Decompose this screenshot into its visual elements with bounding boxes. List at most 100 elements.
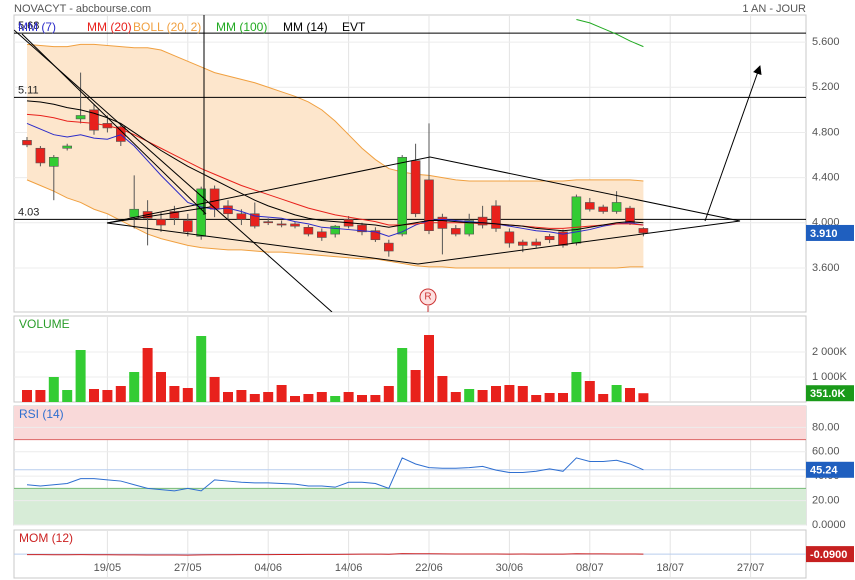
legend-entry: MM (20) <box>87 20 132 34</box>
legend-entry: MM (100) <box>216 20 267 34</box>
legend-entry: MM (14) <box>283 20 328 34</box>
candle-body <box>183 220 193 233</box>
candle-body <box>290 223 300 227</box>
candle-body <box>276 223 287 226</box>
volume-bar <box>424 335 434 402</box>
bollinger-area <box>27 44 644 268</box>
y-tick-label: 1 000K <box>812 371 848 383</box>
x-tick-label: 30/06 <box>496 562 524 574</box>
volume-bar <box>531 395 542 402</box>
volume-bar <box>464 389 475 402</box>
volume-bar <box>571 372 582 402</box>
candle-body <box>22 140 32 146</box>
candle-body <box>383 242 394 252</box>
volume-bar <box>611 385 622 402</box>
candle-body <box>397 156 408 235</box>
volume-bar <box>156 372 166 402</box>
volume-bar <box>223 392 233 402</box>
volume-bar <box>89 389 99 402</box>
panel-title: VOLUME <box>19 317 70 331</box>
y-tick-label: 3.600 <box>812 262 840 274</box>
volume-bar <box>316 392 327 402</box>
volume-bar <box>558 393 568 402</box>
x-tick-label: 22/06 <box>415 562 443 574</box>
candle-body <box>236 213 247 220</box>
x-tick-label: 08/07 <box>576 562 604 574</box>
candle-body <box>571 196 582 244</box>
trend-line <box>14 29 333 312</box>
last-value-box <box>806 461 854 478</box>
candle-body <box>263 221 274 224</box>
candle-body <box>156 219 166 226</box>
candle-body <box>250 213 260 227</box>
arrow <box>704 65 762 222</box>
level-label: 4.03 <box>18 206 39 218</box>
volume-bar <box>209 377 220 402</box>
volume-bar <box>370 395 381 402</box>
candle-body <box>209 188 220 210</box>
last-value-box <box>806 385 854 402</box>
volume-bar <box>397 348 408 402</box>
x-tick-label: 19/05 <box>94 562 122 574</box>
candle-body <box>196 188 206 237</box>
candle-body <box>48 156 59 167</box>
candle-body <box>330 225 341 235</box>
y-tick-label: 2 000K <box>812 346 848 358</box>
volume-bar <box>357 395 367 402</box>
event-circle <box>419 288 437 306</box>
candle-body <box>625 207 635 224</box>
plot-area: 5.68 5.11 4.03 <box>14 19 806 269</box>
x-tick-label: 27/07 <box>737 562 765 574</box>
bollinger-upper <box>26 43 644 182</box>
candle-body <box>491 205 501 229</box>
candle-body <box>531 241 542 246</box>
volume-bar <box>410 370 421 402</box>
legend-entry: EVT <box>342 20 366 34</box>
candle-body <box>638 228 649 234</box>
candle-body <box>169 211 180 219</box>
candle-body <box>75 115 86 120</box>
volume-bar <box>182 388 193 402</box>
candle-body <box>410 160 421 215</box>
chart-subtitle: 1 AN - JOUR <box>742 3 806 15</box>
volume-bar <box>196 336 207 402</box>
overlay: 19/05 27/05 04/06 14/06 22/06 30/06 08/07 18/07… <box>18 20 854 574</box>
chart-title: NOVACYT - abcbourse.com <box>14 3 151 15</box>
last-value-label: -0.0900 <box>810 549 847 561</box>
candle-body <box>357 224 367 233</box>
indicator-line <box>26 457 644 492</box>
event-label: R <box>424 292 431 303</box>
candle-body <box>316 231 327 238</box>
candle-body <box>62 145 73 149</box>
level-label: 5.11 <box>18 84 39 96</box>
volume-bar <box>491 386 501 402</box>
y-tick-label: 5.600 <box>812 36 840 48</box>
bollinger-lower <box>26 179 644 269</box>
candle-body <box>598 206 609 212</box>
last-value-box <box>806 224 854 241</box>
candle-body <box>611 202 622 212</box>
panel-title: MOM (12) <box>19 531 73 545</box>
drawings <box>14 15 762 312</box>
last-value-label: 3.910 <box>810 228 838 240</box>
volume-bar <box>383 386 394 402</box>
trend-line <box>21 33 207 215</box>
volume-bar <box>142 348 153 402</box>
y-tick-label: 4.800 <box>812 126 840 138</box>
last-value-label: 45.24 <box>810 465 838 477</box>
y-tick-label: 60.00 <box>812 446 840 458</box>
candle-body <box>424 179 434 231</box>
x-tick-label: 14/06 <box>335 562 363 574</box>
x-tick-label: 27/05 <box>174 562 202 574</box>
volume-bar <box>35 390 46 402</box>
panel-title: RSI (14) <box>19 407 64 421</box>
moving-average <box>26 122 644 237</box>
legend-entry: BOLL (20, 2) <box>133 20 201 34</box>
candle-body <box>129 208 139 218</box>
x-tick-label: 18/07 <box>656 562 684 574</box>
candle-body <box>584 202 595 210</box>
y-tick-label: 5.200 <box>812 81 840 93</box>
overbought-zone <box>14 406 806 440</box>
volume-bar <box>169 386 180 402</box>
